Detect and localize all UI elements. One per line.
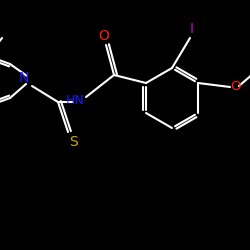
Text: HN: HN: [66, 94, 84, 106]
Text: N: N: [19, 71, 29, 85]
Text: I: I: [190, 22, 194, 36]
Text: O: O: [231, 80, 241, 94]
Text: O: O: [98, 29, 110, 43]
Text: S: S: [69, 135, 78, 149]
